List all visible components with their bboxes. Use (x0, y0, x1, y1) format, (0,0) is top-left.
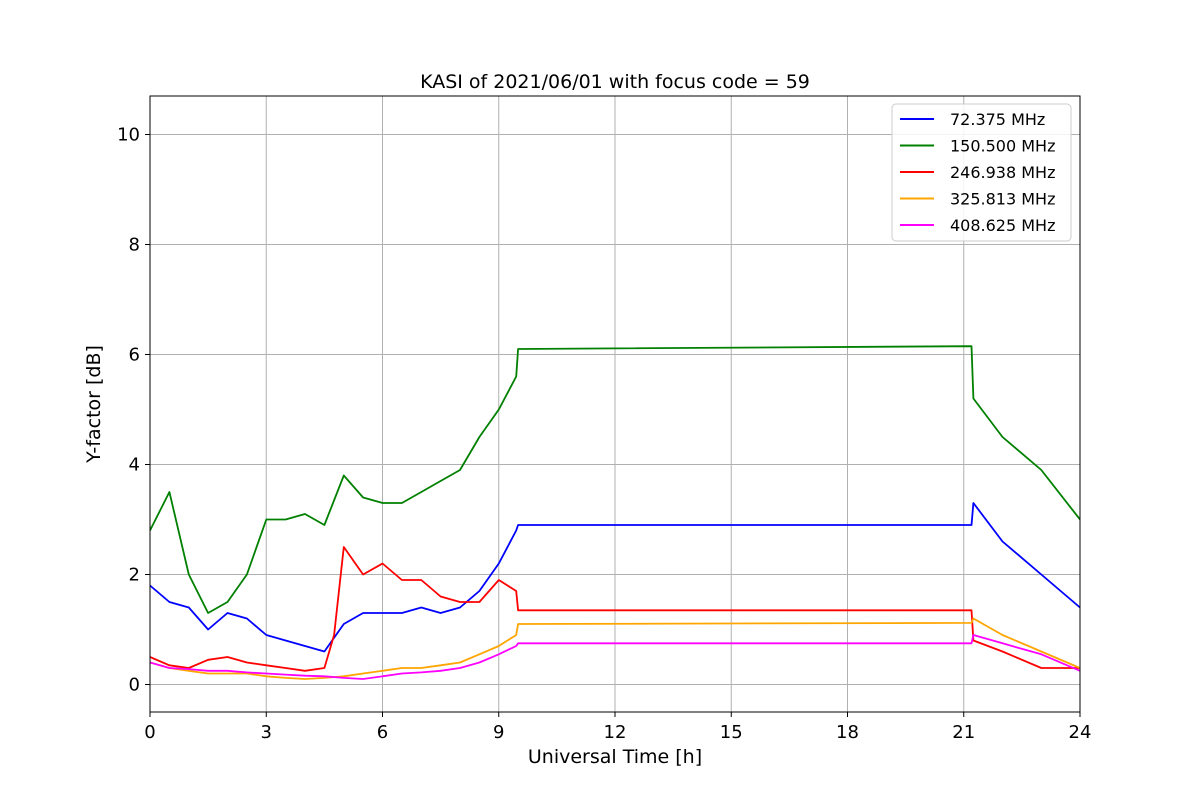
legend-label: 408.625 MHz (950, 216, 1055, 235)
x-tick-label: 9 (493, 722, 504, 743)
y-tick-label: 6 (129, 345, 140, 366)
y-tick-label: 0 (129, 675, 140, 696)
series-line-3 (150, 617, 1080, 680)
series-line-0 (150, 502, 1080, 653)
series-line-4 (150, 634, 1080, 680)
series-line-1 (150, 345, 1080, 614)
legend-label: 72.375 MHz (950, 110, 1045, 129)
x-tick-label: 24 (1069, 722, 1092, 743)
y-tick-label: 4 (129, 455, 140, 476)
x-tick-label: 18 (836, 722, 859, 743)
x-axis-label: Universal Time [h] (528, 746, 702, 768)
legend-label: 246.938 MHz (950, 163, 1055, 182)
x-tick-label: 0 (144, 722, 155, 743)
legend-box (891, 103, 1072, 242)
y-tick-label: 8 (129, 235, 140, 256)
chart-title: KASI of 2021/06/01 with focus code = 59 (420, 71, 810, 93)
x-tick-label: 6 (377, 722, 388, 743)
legend: 72.375 MHz 150.500 MHz 246.938 MHz 325.813 … (891, 103, 1072, 242)
y-tick-label: 10 (117, 125, 140, 146)
x-tick-label: 21 (952, 722, 975, 743)
legend-label: 150.500 MHz (950, 137, 1055, 156)
legend-label: 325.813 MHz (950, 190, 1055, 209)
y-axis-label: Y-factor [dB] (83, 345, 105, 464)
series-line-2 (150, 546, 1080, 672)
x-tick-label: 3 (261, 722, 272, 743)
x-tick-label: 15 (720, 722, 743, 743)
y-tick-label: 2 (129, 565, 140, 586)
x-tick-label: 12 (604, 722, 627, 743)
grid (149, 96, 1081, 712)
series-layer (150, 345, 1080, 680)
